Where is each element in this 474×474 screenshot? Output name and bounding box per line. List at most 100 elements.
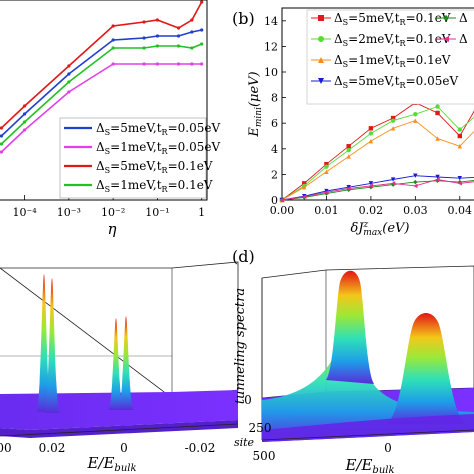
panel-b-ytick: 2 <box>271 168 278 181</box>
panel-b-marker <box>457 144 462 149</box>
panel-b: (b) 0 2 4 6 8 10 12 14 0.00 0.01 0.02 0.03 0.04 Emi… <box>232 7 474 238</box>
panel-a-frame <box>0 0 208 201</box>
panel-b-legend: ΔS=5meV,tR=0.1eV ΔS=2meV,tR=0.1eV ΔS=1meV,… <box>306 9 474 105</box>
panel-b-marker <box>346 185 351 190</box>
panel-a-point <box>176 34 181 38</box>
panel-a-point <box>200 42 204 46</box>
panel-b-marker <box>457 176 462 181</box>
panel-c-xlabel: E/Ebulk <box>86 454 136 474</box>
panel-a-xtick: 10⁻² <box>101 206 125 219</box>
panel-a-point <box>176 26 181 30</box>
panel-a-x-ticks: 10⁻⁴ 10⁻³ 10⁻² 10⁻¹ 1 <box>12 195 205 219</box>
panel-b-marker <box>346 154 351 159</box>
panel-a-legend-label: ΔS=1meV,tR=0.05eV <box>96 140 220 156</box>
panel-d-site-tick-500: 500 <box>253 449 276 463</box>
panel-b-marker <box>390 126 396 131</box>
panel-c-peaks <box>36 274 134 413</box>
panel-b-marker <box>324 164 329 169</box>
panel-a-point <box>67 64 71 68</box>
panel-a-xlabel: η <box>108 220 117 238</box>
panel-a-legend-label: ΔS=1meV,tR=0.1eV <box>96 178 213 194</box>
panel-b-marker <box>318 78 324 84</box>
panel-b-marker <box>368 181 374 186</box>
panel-b-line-1 <box>281 106 474 201</box>
panel-b-marker <box>457 133 462 139</box>
panel-a-xtick: 10⁻¹ <box>145 206 169 219</box>
panel-a-point <box>67 72 71 76</box>
panel-a-legend-label: ΔS=5meV,tR=0.05eV <box>96 121 220 137</box>
panel-d-peak-1 <box>326 270 374 384</box>
panel-a-point <box>176 62 181 66</box>
panel-b-xtick: 0.02 <box>359 204 384 217</box>
panel-a-point <box>111 62 115 66</box>
panel-b-marker <box>346 186 351 191</box>
panel-a-point <box>22 112 27 116</box>
panel-a-point <box>200 28 204 32</box>
panel-b-line-5 <box>281 179 474 201</box>
panel-b-ytick: 6 <box>271 117 278 130</box>
panel-b-legend-label: Δ <box>459 32 468 46</box>
panel-b-marker <box>324 169 329 175</box>
panel-b-ytick: 10 <box>264 66 278 79</box>
panel-a: 10⁻⁴ 10⁻³ 10⁻² 10⁻¹ 1 η ΔS=5meV,tR=0.05eVΔS=… <box>0 0 220 238</box>
panel-b-marker <box>457 127 462 132</box>
panel-b-marker <box>324 188 329 194</box>
panel-b-marker <box>390 115 396 121</box>
panel-a-point <box>200 0 204 4</box>
panel-b-marker <box>302 185 307 190</box>
panel-b-ytick: 0 <box>271 194 278 207</box>
panel-a-point <box>155 62 160 66</box>
panel-b-marker <box>390 181 396 186</box>
panel-a-legend: ΔS=5meV,tR=0.05eV ΔS=1meV,tR=0.05eV ΔS=5me… <box>59 117 220 199</box>
panel-b-ytick: 4 <box>271 143 278 156</box>
panel-a-point <box>155 44 160 48</box>
panel-b-ytick: 12 <box>264 40 278 53</box>
panel-a-xtick: 10⁻⁴ <box>12 206 37 219</box>
panel-d-zlabel: tunneling spectra <box>233 288 248 404</box>
panel-b-series <box>279 100 474 203</box>
panel-b-ylabel: Emini(μeV) <box>247 71 264 137</box>
panel-a-point <box>155 34 160 38</box>
panel-c-xtick: 0.02 <box>39 441 66 455</box>
panel-d-site-label: site <box>234 436 255 449</box>
panel-b-marker <box>302 194 307 199</box>
panel-b-xtick: 0.03 <box>403 204 428 217</box>
panel-a-point <box>142 46 146 50</box>
panel-a-xtick: 10⁻³ <box>57 206 81 219</box>
panel-b-marker <box>368 138 374 144</box>
panel-d-xtick-0: 0 <box>384 441 392 455</box>
panel-a-point <box>0 142 4 146</box>
panel-b-marker <box>318 36 324 42</box>
panel-a-line-0 <box>0 1 203 129</box>
panel-b-legend-label: ΔS=5meV,tR=0.05eV <box>334 74 458 90</box>
panel-b-ytick: 8 <box>271 92 278 105</box>
panel-a-point <box>67 90 71 94</box>
panel-d: (d) tunneling spectra 0 250 site 500 0 E… <box>232 247 474 474</box>
panel-a-point <box>22 104 27 108</box>
panel-b-marker <box>435 177 440 182</box>
panel-a-point <box>111 46 115 50</box>
panel-a-point <box>190 62 194 66</box>
panel-b-marker <box>413 118 418 123</box>
panel-b-marker <box>435 174 440 180</box>
panel-d-ztick-0: 0 <box>244 393 252 407</box>
panel-a-point <box>111 24 115 28</box>
panel-b-marker <box>413 173 418 178</box>
panel-a-point <box>176 44 181 48</box>
panel-b-legend-label: ΔS=1meV,tR=0.1eV <box>334 53 451 69</box>
panel-b-marker <box>443 36 449 42</box>
panel-a-point <box>190 18 194 22</box>
panel-c-peak-3 <box>108 318 124 410</box>
panel-b-marker <box>368 126 374 131</box>
panel-b-legend-label: ΔS=5meV,tR=0.1eV <box>334 11 451 27</box>
panel-a-legend-label: ΔS=5meV,tR=0.1eV <box>96 159 213 175</box>
panel-c-peak-4 <box>118 316 134 410</box>
panel-b-marker <box>368 183 374 189</box>
panel-c-xtick: -0.02 <box>185 441 216 455</box>
panel-d-peak-2 <box>386 313 466 424</box>
panel-b-line-2 <box>281 120 474 201</box>
panel-a-point <box>142 20 146 24</box>
panel-d-xlabel: E/Ebulk <box>344 456 394 474</box>
panel-b-legend-label: Δ <box>459 11 468 25</box>
